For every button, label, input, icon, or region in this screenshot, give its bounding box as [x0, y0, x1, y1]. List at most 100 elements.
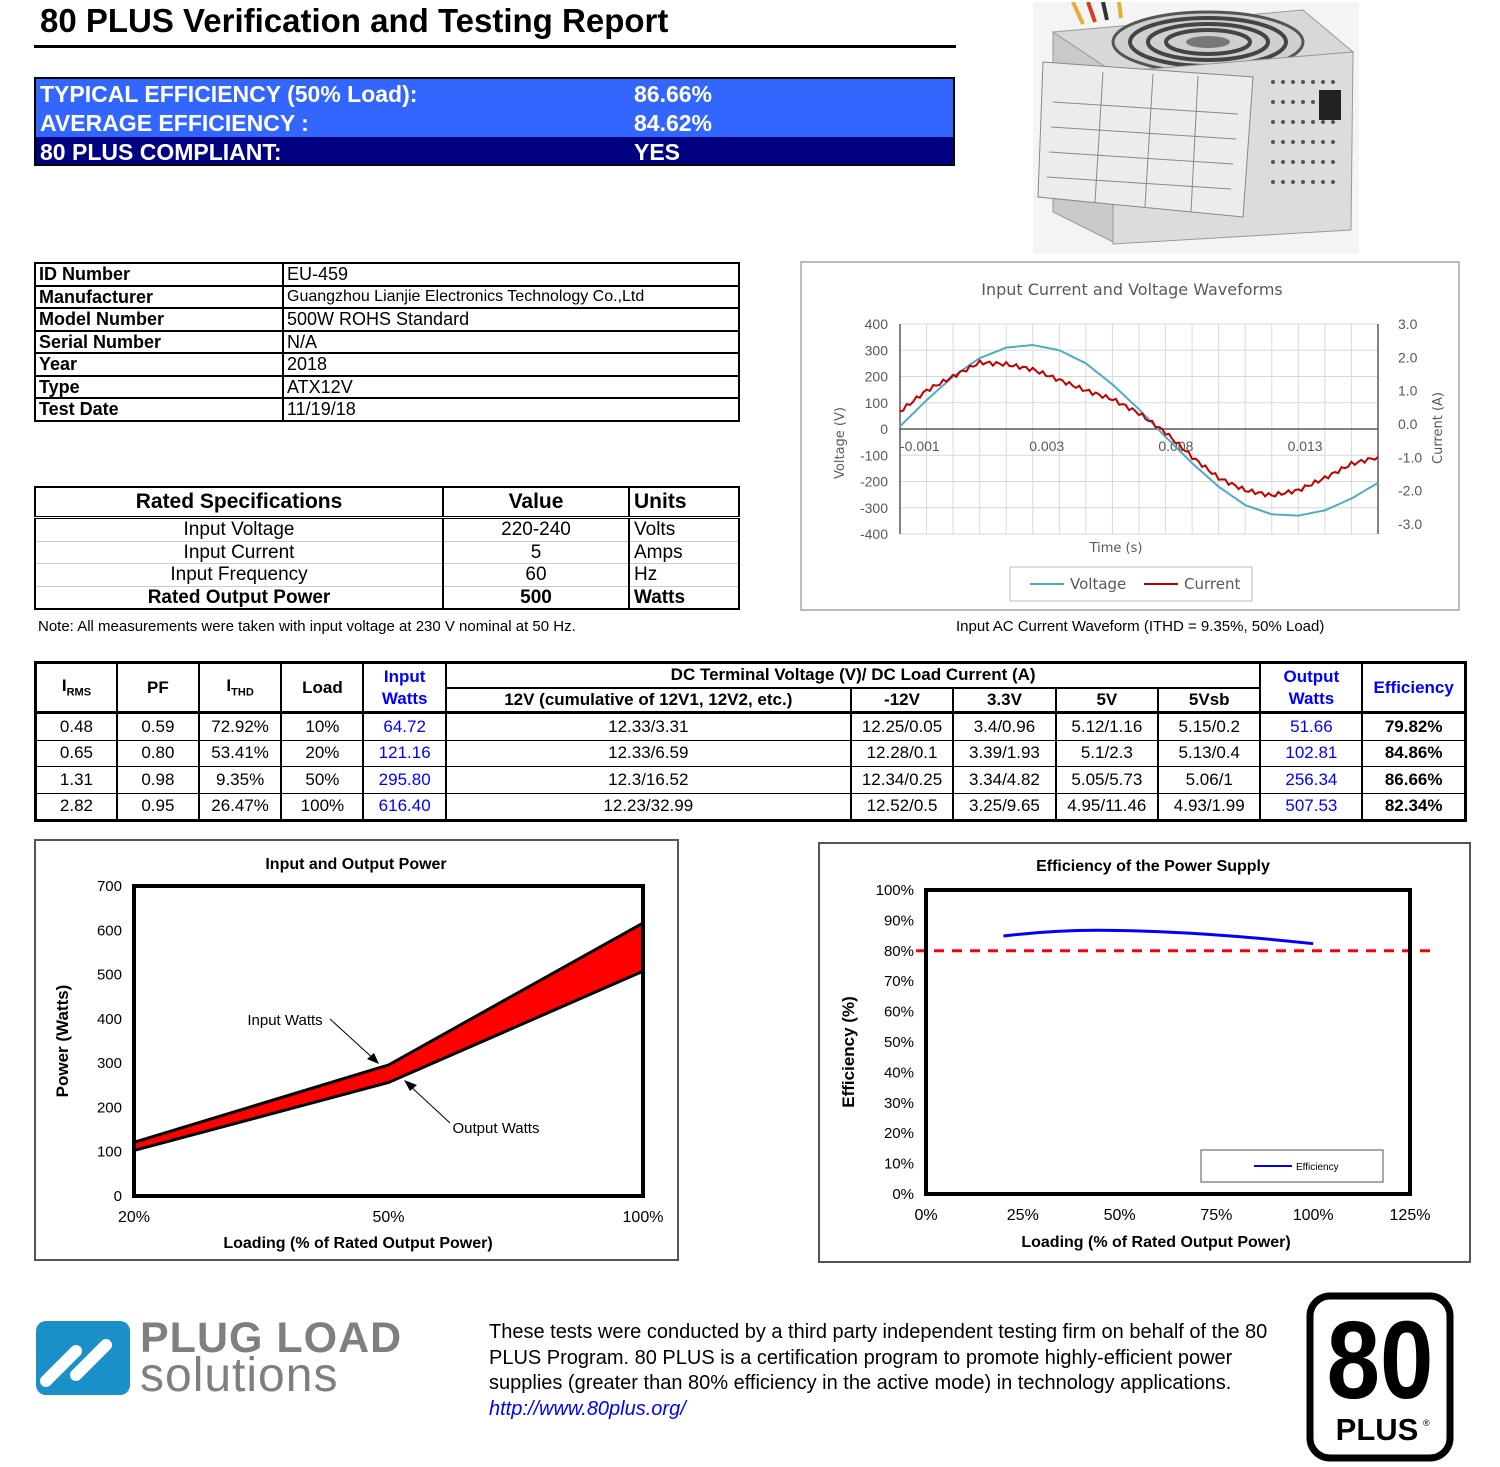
table-row: Type ATX12V	[34, 374, 740, 399]
col-ithd-sub: THD	[231, 686, 254, 699]
table-row: ID Number EU-459	[34, 262, 740, 287]
table-row: Manufacturer Guangzhou Lianjie Electronic…	[34, 284, 740, 309]
specs-header: Units	[629, 487, 739, 519]
table-cell: 5.13/0.4	[1157, 739, 1261, 767]
power-x-tick: 20%	[118, 1209, 150, 1226]
power-x-label: Loading (% of Rated Output Power)	[223, 1235, 492, 1252]
waveform-caption: Input AC Current Waveform (ITHD = 9.35%,…	[956, 618, 1325, 635]
efficiency-y-tick: 40%	[884, 1064, 914, 1081]
table-cell: 12.33/3.31	[444, 712, 851, 740]
col-output-watts-l2: Watts	[1288, 688, 1335, 708]
summary-value: 84.62%	[634, 110, 713, 136]
wave-y2-tick: -1.0	[1398, 449, 1422, 465]
efficiency-y-tick: 50%	[884, 1034, 914, 1051]
spec-value: 60	[443, 563, 630, 587]
spec-name: Input Voltage	[35, 517, 444, 542]
table-cell: 12.3/16.52	[444, 766, 851, 793]
specs-header: Value	[443, 487, 630, 519]
wave-y2-tick: 0.0	[1398, 416, 1418, 432]
waveform-title: Input Current and Voltage Waveforms	[981, 280, 1283, 299]
col-ithd-label: I	[226, 676, 232, 696]
col-dc-group: DC Terminal Voltage (V)/ DC Load Current…	[444, 662, 1261, 689]
col-output-watts: Output Watts	[1259, 662, 1363, 713]
efficiency-y-tick: 80%	[884, 943, 914, 960]
efficiency-series-line	[1003, 928, 1314, 946]
col-irms: IRMS	[36, 663, 117, 713]
wave-y2-tick: 3.0	[1398, 316, 1418, 332]
table-cell: 86.66%	[1361, 766, 1466, 793]
table-cell: 26.47%	[197, 792, 282, 821]
registered-mark-icon: ®	[1423, 1418, 1430, 1428]
info-key: Manufacturer	[34, 284, 284, 309]
col-ithd: ITHD	[197, 662, 282, 713]
efficiency-chart-title: Efficiency of the Power Supply	[1036, 858, 1270, 875]
wave-y2-tick: 2.0	[1398, 349, 1418, 365]
efficiency-y-tick: 10%	[884, 1156, 914, 1173]
col-input-watts-l2: Watts	[381, 688, 428, 708]
table-cell: 3.4/0.96	[952, 712, 1056, 740]
power-series-output	[133, 969, 644, 1152]
spec-units: Volts	[629, 517, 739, 542]
waveform-chart: Input Current and Voltage Waveforms 400 3…	[833, 280, 1446, 602]
efficiency-y-ticks: 0% 10% 20% 30% 40% 50% 60% 70% 80% 90% 100%	[876, 882, 914, 1203]
power-chart-title: Input and Output Power	[265, 856, 446, 873]
power-series-input	[133, 921, 644, 1144]
specs-header: Rated Specifications	[35, 487, 444, 519]
table-cell: 5.12/1.16	[1054, 712, 1159, 740]
annotation-arrowhead-output	[404, 1080, 417, 1091]
wave-x-tick: 0.003	[1029, 438, 1064, 454]
page-title: 80 PLUS Verification and Testing Report	[40, 2, 669, 39]
about-link[interactable]: http://www.80plus.org/	[489, 1397, 686, 1420]
spec-units: Hz	[629, 563, 739, 587]
badge-text: PLUS	[1336, 1412, 1419, 1447]
annotation-output-watts: Output Watts	[453, 1120, 540, 1137]
power-y-tick: 600	[97, 922, 122, 939]
table-cell: 82.34%	[1361, 792, 1466, 821]
col-output-watts-l1: Output	[1283, 666, 1340, 686]
table-cell: 12.34/0.25	[849, 766, 954, 793]
table-row: Model Number 500W ROHS Standard	[34, 307, 740, 332]
table-cell: 9.35%	[197, 766, 282, 793]
efficiency-x-label: Loading (% of Rated Output Power)	[1021, 1234, 1290, 1251]
table-row: Test Date 11/19/18	[34, 397, 740, 422]
table-cell: 5.06/1	[1157, 766, 1261, 793]
efficiency-y-tick: 100%	[876, 882, 914, 899]
info-key: Serial Number	[34, 329, 284, 354]
psu-info-table: ID Number EU-459 Manufacturer Guangzhou Li…	[34, 262, 740, 422]
table-cell: 12.33/6.59	[444, 739, 851, 767]
table-row: Serial Number N/A	[34, 329, 740, 354]
info-value: Guangzhou Lianjie Electronics Technology…	[282, 284, 740, 309]
table-cell: 84.86%	[1361, 739, 1466, 767]
efficiency-y-tick: 60%	[884, 1004, 914, 1021]
measurement-note: Note: All measurements were taken with i…	[38, 618, 576, 635]
summary-label: TYPICAL EFFICIENCY (50% Load):	[40, 81, 418, 107]
info-key: Test Date	[34, 397, 284, 422]
col-minus12v: -12V	[849, 687, 954, 713]
info-value: N/A	[282, 329, 740, 354]
col-input-watts: Input Watts	[362, 662, 446, 713]
efficiency-y-tick: 0%	[892, 1186, 914, 1203]
wave-y-tick: -400	[860, 526, 888, 542]
wave-x-tick: -0.001	[900, 438, 940, 454]
table-cell: 5.05/5.73	[1054, 766, 1159, 793]
efficiency-y-tick: 70%	[884, 973, 914, 990]
wave-y-tick: 200	[865, 369, 889, 385]
summary-row-average: AVERAGE EFFICIENCY : 84.62%	[36, 108, 953, 137]
title-underline	[34, 45, 956, 48]
waveform-x-label: Time (s)	[1089, 541, 1143, 556]
spec-value: 220-240	[443, 517, 630, 542]
table-row: 2.82 0.95 26.47% 100% 616.40 12.23/32.99 12.52…	[35, 792, 1466, 821]
power-y-tick: 100	[97, 1144, 122, 1161]
wave-y-tick: 0	[880, 421, 888, 437]
wave-y2-tick: -2.0	[1398, 483, 1422, 499]
table-cell: 5.1/2.3	[1054, 739, 1159, 767]
annotation-arrowhead-input	[367, 1053, 379, 1064]
waveform-y2-label: Current (A)	[1431, 392, 1446, 464]
info-key: Year	[34, 352, 284, 377]
col-input-watts-l1: Input	[383, 666, 426, 686]
power-x-tick: 50%	[372, 1209, 404, 1226]
table-cell: 50%	[280, 766, 364, 793]
table-row: Year 2018	[34, 352, 740, 377]
80-plus-badge: 80 PLUS ®	[1306, 1292, 1454, 1462]
waveform-chart-frame: Input Current and Voltage Waveforms 400 3…	[800, 261, 1460, 611]
